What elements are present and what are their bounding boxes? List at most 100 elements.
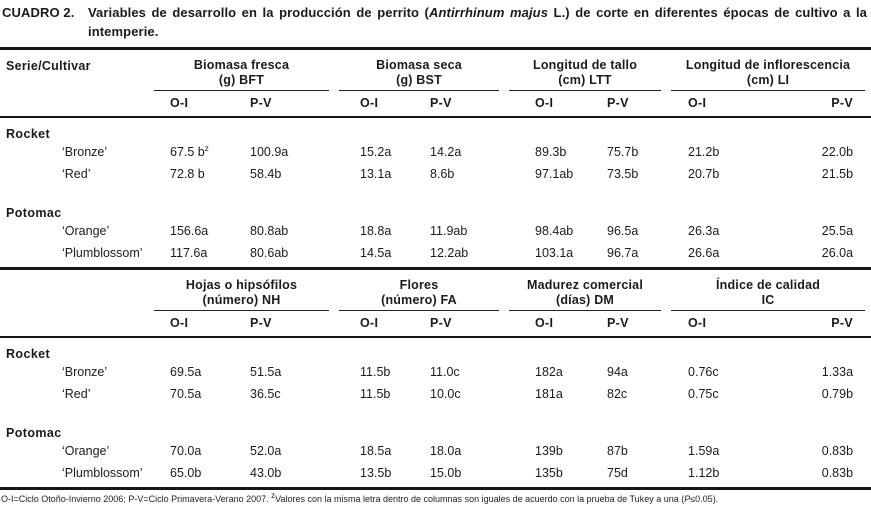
table-caption: CUADRO 2. Variables de desarrollo en la … [0, 0, 871, 47]
value-cell: 96.7a [607, 246, 639, 260]
value-cell: 13.1a [360, 167, 392, 181]
value-cell: 11.0c [430, 365, 460, 379]
value-cell: 75.7b [607, 145, 639, 159]
group-label-line2: (número) NH [202, 293, 281, 307]
series-row: Potomac [0, 197, 871, 223]
value-cell: 139b [535, 444, 563, 458]
column-group-label: Flores (número) FA [339, 278, 500, 311]
cycle-header: O-I [335, 311, 410, 338]
cultivar-name: ‘Red’ [62, 167, 91, 181]
cultivar-name: ‘Plumblossom’ [62, 246, 143, 260]
value-cell: 1.59a [688, 444, 720, 458]
series-cultivar-header [0, 267, 150, 338]
cycle-header: O-I [667, 91, 743, 118]
cultivar-row: ‘Plumblossom’ 117.6a 80.6ab 14.5a 12.2ab 103.… [0, 245, 871, 269]
value-cell: 80.6ab [250, 246, 289, 260]
value-cell: 14.5a [360, 246, 392, 260]
value-cell: 0.75c [688, 387, 719, 401]
value-cell: 51.5a [250, 365, 282, 379]
table-number: CUADRO 2. [2, 5, 75, 20]
value-cell: 18.0a [430, 444, 462, 458]
value-cell: 15.0b [430, 466, 462, 480]
table-caption-text: Variables de desarrollo en la producción… [88, 5, 868, 39]
value-cell: 26.6a [688, 246, 720, 260]
group-label-line2: (g) BFT [218, 73, 265, 87]
value-cell: 11.5b [360, 387, 391, 401]
group-label-line2: (número) FA [381, 293, 457, 307]
value-cell: 52.0a [250, 444, 282, 458]
group-label-line2: (días) DM [555, 293, 615, 307]
cycle-header: O-I [335, 91, 410, 118]
value-cell: 13.5b [360, 466, 392, 480]
series-name: Potomac [6, 206, 62, 220]
value-cell: 117.6a [170, 246, 208, 260]
value-cell: 12.2ab [430, 246, 469, 260]
cultivar-name: ‘Red’ [62, 387, 91, 401]
group-label-line1: Longitud de tallo [532, 58, 638, 72]
value-cell: 1.12b [688, 466, 720, 480]
cultivar-name: ‘Orange’ [62, 444, 110, 458]
value-cell: 70.0a [170, 444, 202, 458]
cycle-header: O-I [505, 91, 581, 118]
group-label-line2: IC [761, 293, 775, 307]
column-group-header: Longitud de inflorescencia (cm) LI [667, 49, 871, 91]
value-cell: 26.3a [688, 224, 720, 238]
value-cell: 97.1ab [535, 167, 574, 181]
value-cell: 87b [607, 444, 628, 458]
value-cell: 72.8 b [170, 167, 205, 181]
column-group-label: Biomasa fresca (g) BFT [154, 58, 329, 91]
cycle-subheader-row: O-I P-V O-I P-V O-I P-V O-I P-V [0, 91, 871, 118]
value-cell: 182a [535, 365, 563, 379]
value-cell: 15.2a [360, 145, 392, 159]
column-group-header: Hojas o hipsófilos (número) NH [150, 267, 335, 311]
value-cell: 26.0a [821, 246, 854, 260]
cycle-header: P-V [410, 91, 506, 118]
value-cell: 135b [535, 466, 563, 480]
series-row: Potomac [0, 417, 871, 443]
series-cultivar-header: Serie/Cultivar [0, 48, 150, 118]
column-group-header: Biomasa fresca (g) BFT [150, 49, 335, 91]
value-cell: 98.4ab [535, 224, 574, 238]
value-cell: 11.5b [360, 365, 391, 379]
spacer-row [0, 408, 871, 417]
cultivar-row: ‘Red’ 72.8 b 58.4b 13.1a 8.6b 97.1ab 73.5b 20.7… [0, 166, 871, 188]
value-cell: 20.7b [688, 167, 720, 181]
value-cell: 36.5c [250, 387, 281, 401]
value-cell: 0.79b [821, 387, 854, 401]
spacer-row [0, 188, 871, 197]
value-cell: 94a [607, 365, 628, 379]
value-cell: 25.5a [821, 224, 854, 238]
value-cell: 100.9a [250, 145, 289, 159]
value-cell: 21.2b [688, 145, 720, 159]
series-row: Rocket [0, 117, 871, 144]
cycle-header: P-V [580, 311, 668, 338]
value-cell: 89.3b [535, 145, 567, 159]
series-name: Rocket [6, 127, 51, 141]
cultivar-row: ‘Plumblossom’ 65.0b 43.0b 13.5b 15.0b 135b 75d… [0, 465, 871, 489]
column-group-label: Madurez comercial (días) DM [509, 278, 662, 311]
cultivar-name: ‘Bronze’ [62, 365, 108, 379]
column-group-header: Flores (número) FA [335, 267, 506, 311]
group-label-line1: Madurez comercial [527, 278, 643, 292]
value-cell: 0.83b [821, 466, 854, 480]
value-cell: 69.5a [170, 365, 202, 379]
cycle-header: P-V [410, 311, 506, 338]
value-cell: 67.5 bz [170, 144, 209, 159]
column-group-header: Biomasa seca (g) BST [335, 49, 505, 91]
column-group-row: Hojas o hipsófilos (número) NH Flores (núme… [0, 267, 871, 338]
group-label-line1: Índice de calidad [715, 278, 821, 292]
column-group-label: Longitud de inflorescencia (cm) LI [671, 58, 866, 91]
value-cell: 75d [607, 466, 628, 480]
value-cell: 58.4b [250, 167, 282, 181]
species-name-italic: Antirrhinum majus [429, 5, 549, 20]
cycle-header: O-I [150, 311, 235, 338]
cycle-header: P-V [235, 91, 335, 118]
value-cell: 10.0c [430, 387, 461, 401]
group-label-line2: (cm) LI [746, 73, 790, 87]
series-row: Rocket [0, 337, 871, 364]
value-cell: 18.5a [360, 444, 392, 458]
cultivar-name: ‘Orange’ [62, 224, 110, 238]
footnote-marker: z [204, 144, 209, 153]
value-cell: 11.9ab [430, 224, 468, 238]
